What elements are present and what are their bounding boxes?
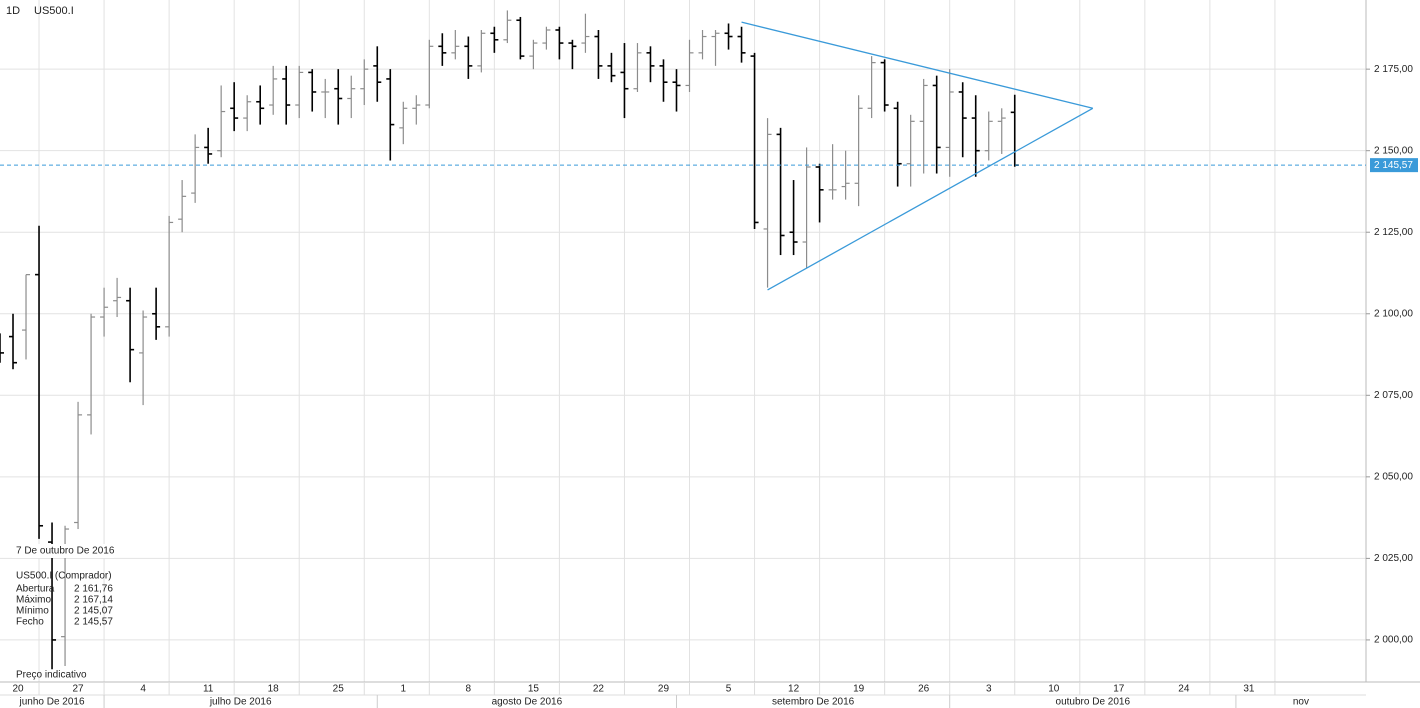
info-panel: 7 De outubro De 2016 US500.I (Comprador)… — [12, 544, 115, 681]
last-price-box — [1370, 158, 1418, 173]
y-tick-label: 2 125,00 — [1374, 227, 1413, 238]
info-instrument: US500.I (Comprador) — [16, 571, 112, 582]
info-value: 2 161,76 — [74, 584, 113, 595]
info-value: 2 145,07 — [74, 606, 113, 617]
month-label: nov — [1293, 697, 1309, 708]
y-tick-label: 2 000,00 — [1374, 635, 1413, 646]
x-tick-label: 20 — [12, 684, 24, 695]
month-label: agosto De 2016 — [492, 697, 563, 708]
info-label: Máximo — [16, 595, 51, 606]
x-tick-label: 5 — [726, 684, 732, 695]
x-tick-label: 4 — [140, 684, 146, 695]
symbol: US500.I — [34, 5, 74, 17]
x-tick-label: 25 — [333, 684, 345, 695]
x-tick-label: 27 — [72, 684, 84, 695]
info-note: Preço indicativo — [16, 670, 87, 681]
timeframe: 1D — [6, 5, 20, 17]
x-tick-label: 18 — [268, 684, 280, 695]
x-tick-label: 29 — [658, 684, 670, 695]
x-tick-label: 24 — [1178, 684, 1190, 695]
info-label: Abertura — [16, 584, 55, 595]
x-tick-label: 17 — [1113, 684, 1125, 695]
info-date: 7 De outubro De 2016 — [16, 546, 115, 557]
x-tick-label: 8 — [466, 684, 472, 695]
x-tick-label: 11 — [203, 684, 214, 695]
x-tick-label: 26 — [918, 684, 930, 695]
x-tick-label: 22 — [593, 684, 605, 695]
y-tick-label: 2 175,00 — [1374, 64, 1413, 75]
info-value: 2 145,57 — [74, 617, 113, 628]
x-tick-label: 31 — [1243, 684, 1255, 695]
x-tick-label: 19 — [853, 684, 865, 695]
info-label: Fecho — [16, 617, 44, 628]
info-date-bg — [12, 544, 114, 558]
month-label: julho De 2016 — [209, 697, 272, 708]
x-tick-label: 12 — [788, 684, 800, 695]
month-label: junho De 2016 — [19, 697, 85, 708]
y-tick-label: 2 050,00 — [1374, 471, 1413, 482]
y-tick-label: 2 150,00 — [1374, 145, 1413, 156]
last-price-label: 2 145,57 — [1374, 160, 1413, 171]
y-tick-label: 2 100,00 — [1374, 308, 1413, 319]
month-label: outubro De 2016 — [1056, 697, 1131, 708]
month-label: setembro De 2016 — [772, 697, 855, 708]
x-tick-label: 10 — [1048, 684, 1060, 695]
x-tick-label: 3 — [986, 684, 992, 695]
x-tick-label: 15 — [528, 684, 540, 695]
y-tick-label: 2 025,00 — [1374, 553, 1413, 564]
trendline — [741, 21, 1093, 109]
trendline — [767, 107, 1094, 291]
y-tick-label: 2 075,00 — [1374, 390, 1413, 401]
x-tick-label: 1 — [401, 684, 407, 695]
info-value: 2 167,14 — [74, 595, 113, 606]
info-label: Mínimo — [16, 606, 49, 617]
